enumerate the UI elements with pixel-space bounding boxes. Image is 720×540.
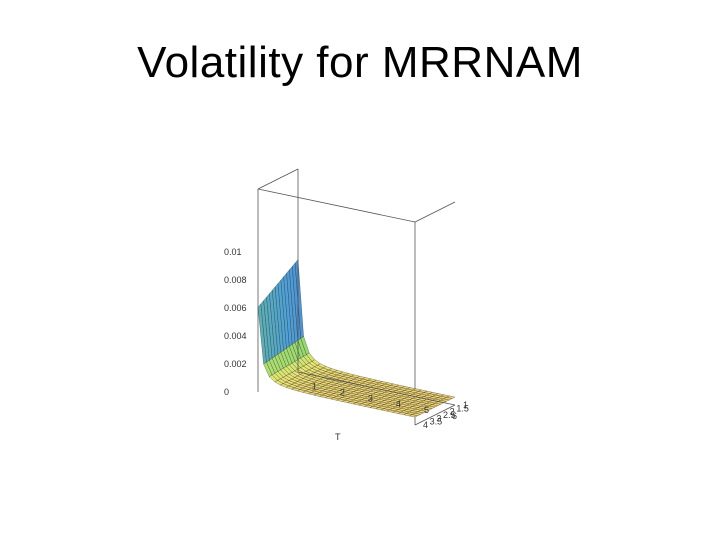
z-tick-label: 0.002: [224, 359, 247, 369]
z-tick-label: 0.008: [224, 275, 247, 285]
box-edge: [414, 404, 456, 426]
z-tick-label: 0: [224, 387, 229, 397]
slide-title: Volatility for MRRNAM: [137, 38, 583, 87]
x-tick-label: 1: [312, 382, 317, 392]
y-tick-label: 2: [450, 407, 455, 417]
y-tick-label: 3.5: [430, 417, 443, 427]
z-tick-label: 0.006: [224, 303, 247, 313]
y-tick-label: 1: [463, 400, 468, 410]
x-tick-label: 3: [368, 393, 373, 403]
z-tick-label: 0.01: [224, 247, 242, 257]
plot-box-front-edges: [297, 169, 456, 426]
y-tick-label: 4: [423, 420, 428, 430]
box-edge: [257, 168, 299, 190]
x-tick-label: 5: [424, 405, 429, 415]
y-tick-label: 2.5: [443, 410, 456, 420]
surface-patch: [445, 395, 456, 399]
y-tick-label: 1.5: [456, 403, 469, 413]
x-axis-label: T: [335, 432, 341, 442]
box-edge: [297, 371, 456, 406]
x-tick-label: 6: [452, 411, 457, 421]
z-tick-label: 0.004: [224, 331, 247, 341]
z-axis-ticks: 0 0.002 0.004 0.006 0.008 0.01: [224, 247, 247, 397]
x-tick-label: 4: [396, 399, 401, 409]
box-edge: [414, 201, 456, 223]
x-tick-label: 2: [340, 387, 345, 397]
y-axis-ticks: 11.522.533.54: [423, 400, 469, 430]
y-tick-label: 3: [436, 413, 441, 423]
box-edge: [257, 188, 416, 223]
surface-mesh: [257, 259, 456, 418]
